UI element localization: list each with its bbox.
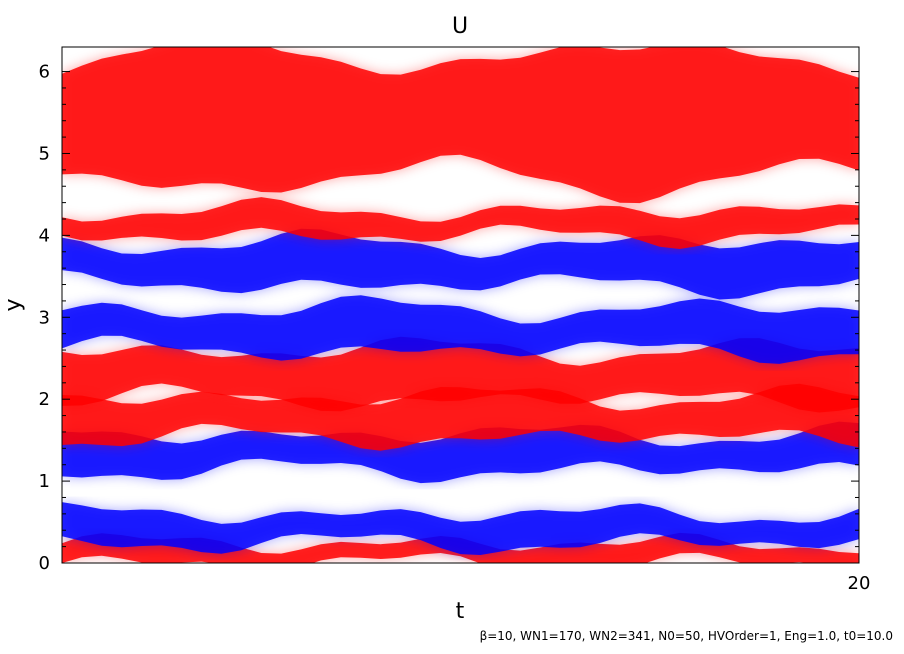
field-layer xyxy=(62,47,859,563)
plot-area xyxy=(62,47,859,563)
plot-frame xyxy=(61,46,860,564)
x-axis-label: t xyxy=(456,599,465,624)
field-band-negative xyxy=(62,295,859,364)
x-axis-ticks: 20 xyxy=(848,573,871,594)
field-band-positive xyxy=(62,197,859,249)
chart-title: U xyxy=(452,14,468,39)
y-axis-ticks: 0 1 2 3 4 5 6 xyxy=(39,62,859,574)
y-axis-label: y xyxy=(1,298,26,311)
field-band-negative xyxy=(62,502,859,555)
y-tick-label: 2 xyxy=(39,389,50,410)
x-tick-label: 20 xyxy=(848,573,871,594)
field-band-negative xyxy=(62,421,859,484)
parameters-footer: β=10, WN1=170, WN2=341, N0=50, HVOrder=1… xyxy=(480,629,893,643)
y-tick-label: 1 xyxy=(39,471,50,492)
field-band-positive xyxy=(62,383,859,451)
y-tick-label: 0 xyxy=(39,553,50,574)
field-band-positive xyxy=(62,47,859,204)
y-tick-label: 6 xyxy=(39,62,50,83)
y-tick-label: 5 xyxy=(39,143,50,164)
y-tick-label: 3 xyxy=(39,307,50,328)
y-tick-label: 4 xyxy=(39,225,50,246)
